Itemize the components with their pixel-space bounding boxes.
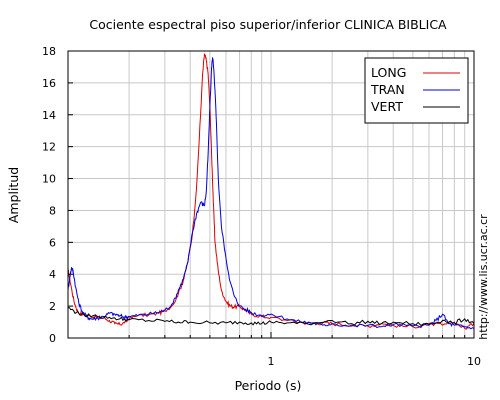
series-layer — [67, 53, 475, 330]
y-tick-label: 14 — [42, 109, 56, 122]
y-axis-label: Amplitud — [6, 167, 21, 223]
y-tick-label: 0 — [49, 332, 56, 345]
legend: LONG TRAN VERT — [364, 57, 469, 124]
y-tick-label: 16 — [42, 77, 56, 90]
tick-labels: 0 2 4 6 8 10 12 14 16 18 1 10 — [42, 45, 481, 368]
source-url: http://www.lis.ucr.ac.cr — [477, 214, 490, 340]
y-tick-label: 6 — [49, 236, 56, 249]
legend-label-tran: TRAN — [370, 82, 405, 97]
y-tick-label: 2 — [49, 300, 56, 313]
legend-label-vert: VERT — [371, 99, 403, 114]
x-tick-label: 10 — [467, 355, 481, 368]
y-tick-label: 12 — [42, 141, 56, 154]
series-line-vert — [67, 307, 475, 326]
y-tick-label: 10 — [42, 173, 56, 186]
y-tick-label: 4 — [49, 268, 56, 281]
y-tick-label: 18 — [42, 45, 56, 58]
x-axis-label: Periodo (s) — [235, 378, 302, 393]
x-tick-label: 1 — [268, 355, 275, 368]
legend-label-long: LONG — [371, 65, 406, 80]
chart-title: Cociente espectral piso superior/inferio… — [89, 17, 447, 32]
y-tick-label: 8 — [49, 204, 56, 217]
